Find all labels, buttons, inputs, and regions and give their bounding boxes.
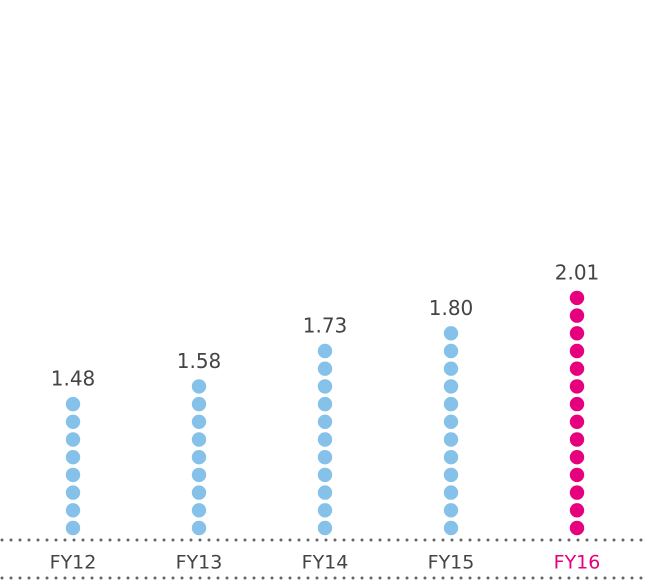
- dot: [191, 503, 207, 518]
- value-label: 1.58: [177, 349, 222, 373]
- value-label: 1.80: [429, 296, 474, 320]
- dot: [569, 361, 585, 376]
- x-tick-label: FY12: [50, 552, 97, 574]
- dot: [569, 308, 585, 323]
- dot: [65, 396, 81, 412]
- dot: [65, 414, 81, 429]
- x-tick-label: FY14: [302, 552, 349, 574]
- dot: [65, 503, 81, 518]
- dot-column: [443, 326, 459, 536]
- dot: [191, 450, 207, 465]
- dot: [65, 485, 81, 500]
- dot: [443, 379, 459, 394]
- dot: [569, 396, 585, 412]
- dot-column: [65, 396, 81, 536]
- dot: [569, 326, 585, 341]
- dot: [317, 343, 333, 359]
- dot: [443, 485, 459, 500]
- dot-column: [569, 290, 585, 536]
- dot: [569, 432, 585, 447]
- dot: [317, 485, 333, 500]
- dot: [443, 503, 459, 518]
- dot: [569, 450, 585, 465]
- dot: [65, 432, 81, 447]
- dot: [317, 361, 333, 376]
- x-tick-label: FY16: [554, 552, 601, 574]
- dot: [569, 503, 585, 518]
- dot: [443, 467, 459, 483]
- dot: [569, 485, 585, 500]
- dot: [191, 396, 207, 412]
- dot: [443, 396, 459, 412]
- dot: [569, 520, 585, 536]
- dot: [569, 467, 585, 483]
- x-tick-label: FY13: [176, 552, 223, 574]
- dot: [443, 326, 459, 341]
- dot: [317, 432, 333, 447]
- dot: [443, 361, 459, 376]
- dot: [569, 379, 585, 394]
- dot: [443, 432, 459, 447]
- value-label: 2.01: [555, 260, 600, 284]
- dot: [443, 450, 459, 465]
- dot: [317, 467, 333, 483]
- dot-column: [191, 379, 207, 536]
- dot: [65, 450, 81, 465]
- dot: [65, 467, 81, 483]
- dot: [443, 414, 459, 429]
- dot: [569, 414, 585, 429]
- dot: [317, 520, 333, 536]
- dot: [317, 396, 333, 412]
- dot: [317, 379, 333, 394]
- dot: [317, 503, 333, 518]
- dot: [569, 343, 585, 359]
- dot: [191, 414, 207, 429]
- dot: [191, 432, 207, 447]
- dot: [191, 520, 207, 536]
- dot: [317, 450, 333, 465]
- dot: [191, 467, 207, 483]
- dot: [191, 379, 207, 394]
- dot: [191, 485, 207, 500]
- dot: [65, 520, 81, 536]
- value-label: 1.48: [51, 367, 96, 391]
- dot: [569, 290, 585, 306]
- dot-column: [317, 343, 333, 536]
- dot: [443, 343, 459, 359]
- dot: [317, 414, 333, 429]
- dot: [443, 520, 459, 536]
- value-label: 1.73: [303, 314, 348, 338]
- x-tick-label: FY15: [428, 552, 475, 574]
